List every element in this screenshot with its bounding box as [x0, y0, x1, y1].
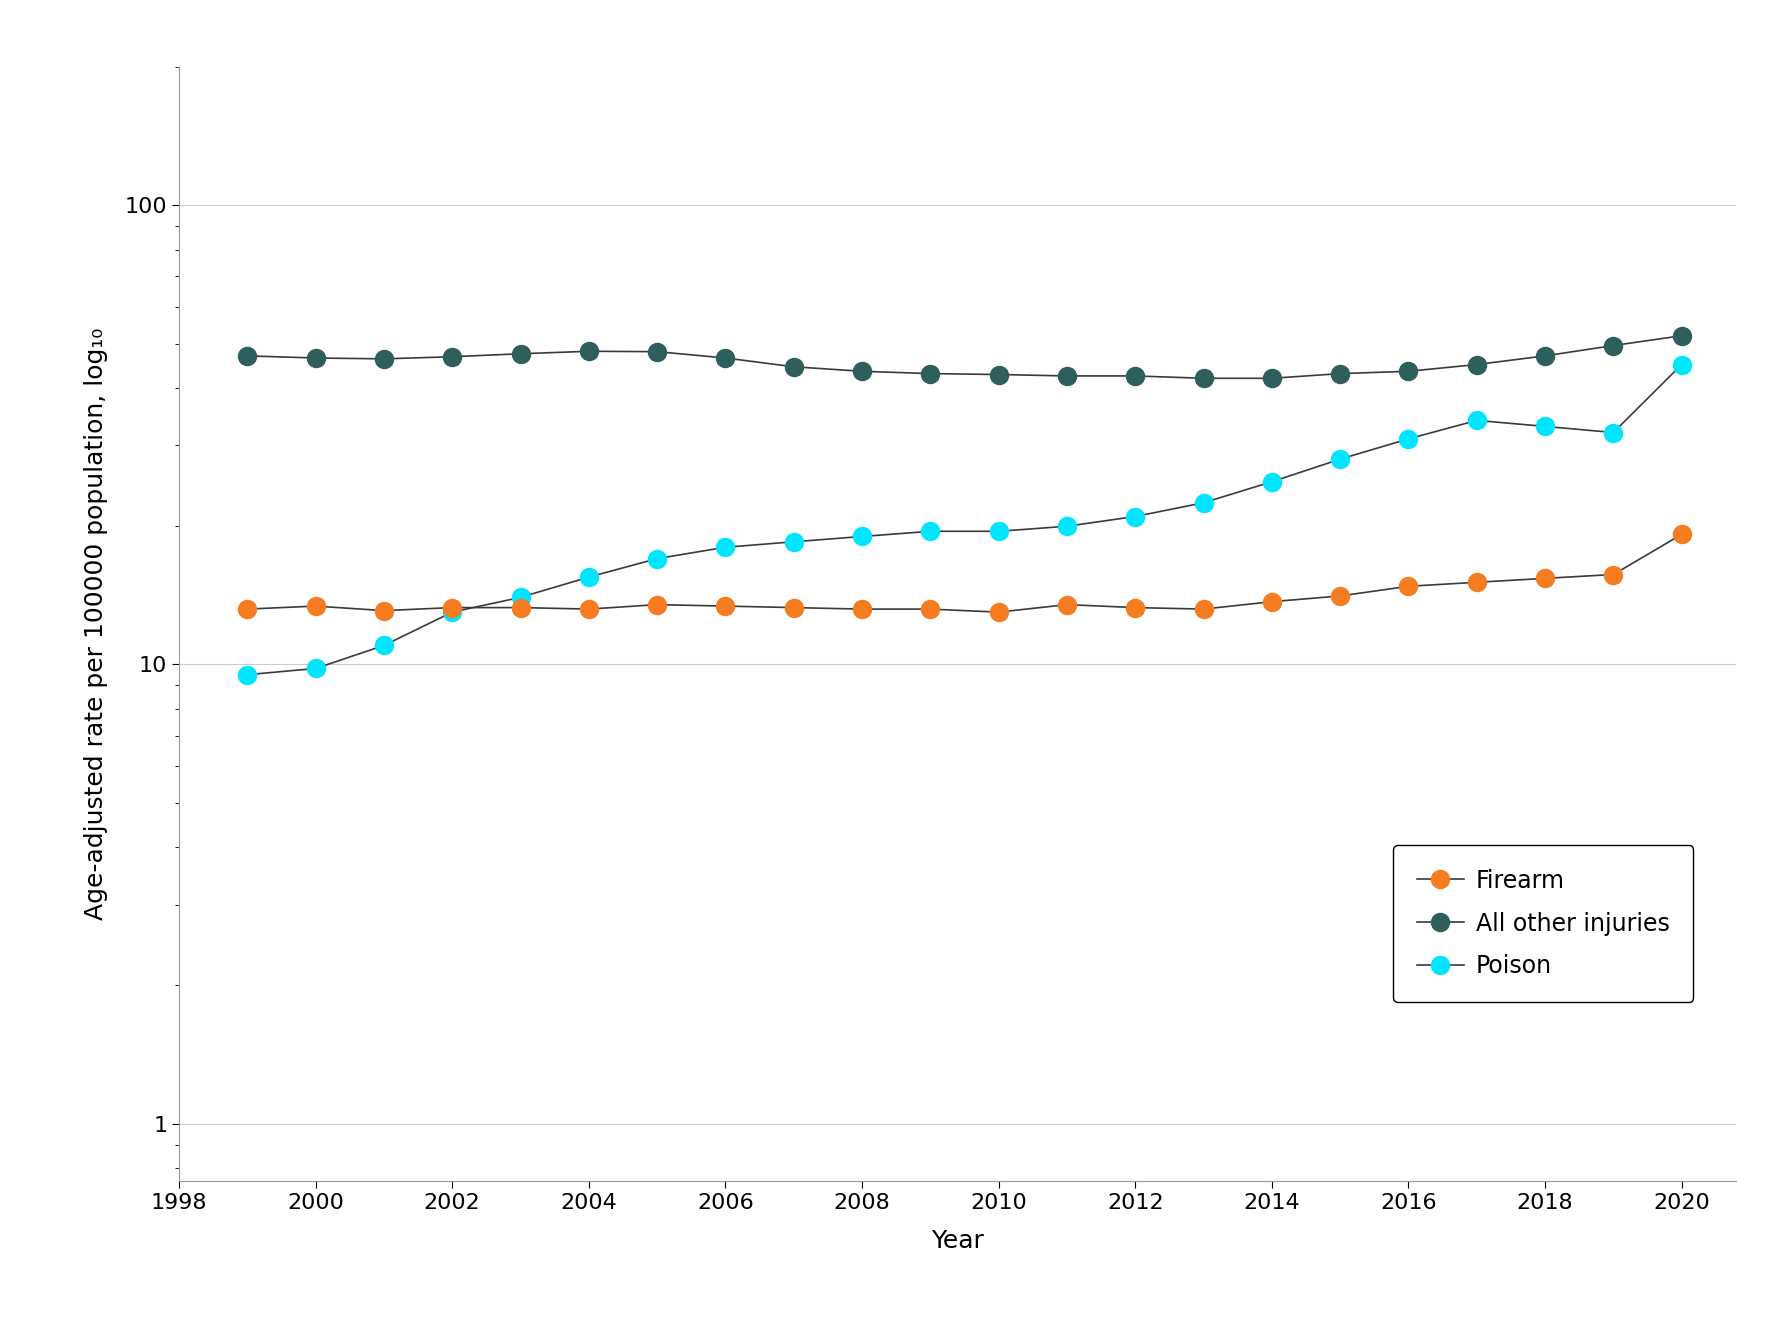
- Firearm: [1669, 526, 1691, 542]
- Poison: [920, 523, 941, 539]
- Line: All other injuries: All other injuries: [238, 326, 1691, 388]
- All other injuries: [578, 344, 599, 360]
- Poison: [1601, 424, 1623, 440]
- Firearm: [852, 601, 873, 617]
- Firearm: [1465, 574, 1487, 590]
- Poison: [1123, 509, 1145, 525]
- Firearm: [782, 600, 803, 616]
- Poison: [510, 589, 531, 605]
- All other injuries: [372, 350, 394, 366]
- Poison: [1191, 495, 1213, 511]
- Poison: [236, 667, 258, 683]
- Poison: [372, 637, 394, 654]
- Firearm: [646, 597, 667, 613]
- Line: Firearm: Firearm: [238, 525, 1691, 621]
- All other injuries: [1329, 365, 1351, 381]
- Poison: [852, 529, 873, 545]
- Firearm: [988, 604, 1009, 620]
- Poison: [1669, 357, 1691, 373]
- All other injuries: [1669, 327, 1691, 344]
- All other injuries: [510, 346, 531, 362]
- Poison: [1329, 451, 1351, 467]
- X-axis label: Year: Year: [930, 1229, 984, 1253]
- Firearm: [510, 600, 531, 616]
- Firearm: [1056, 597, 1077, 613]
- Firearm: [304, 599, 326, 615]
- Poison: [1465, 412, 1487, 428]
- Firearm: [1329, 588, 1351, 604]
- Poison: [1397, 431, 1419, 447]
- Poison: [578, 569, 599, 585]
- Firearm: [1601, 566, 1623, 582]
- Firearm: [920, 601, 941, 617]
- All other injuries: [714, 350, 735, 366]
- Firearm: [1261, 593, 1283, 609]
- Y-axis label: Age-adjusted rate per 100000 population, log₁₀: Age-adjusted rate per 100000 population,…: [84, 327, 107, 921]
- All other injuries: [304, 350, 326, 366]
- Poison: [1533, 419, 1555, 435]
- All other injuries: [1533, 348, 1555, 364]
- Firearm: [442, 600, 463, 616]
- Legend: Firearm, All other injuries, Poison: Firearm, All other injuries, Poison: [1392, 845, 1692, 1002]
- Poison: [442, 604, 463, 620]
- Firearm: [236, 601, 258, 617]
- All other injuries: [1601, 337, 1623, 353]
- Poison: [988, 523, 1009, 539]
- All other injuries: [1123, 368, 1145, 384]
- Poison: [646, 550, 667, 566]
- Line: Poison: Poison: [238, 356, 1691, 683]
- All other injuries: [1465, 357, 1487, 373]
- All other injuries: [852, 364, 873, 380]
- All other injuries: [920, 365, 941, 381]
- Firearm: [372, 603, 394, 619]
- Firearm: [1533, 570, 1555, 586]
- Poison: [304, 660, 326, 676]
- All other injuries: [1261, 370, 1283, 386]
- All other injuries: [782, 358, 803, 374]
- Firearm: [1191, 601, 1213, 617]
- Poison: [782, 534, 803, 550]
- Firearm: [714, 599, 735, 615]
- Firearm: [578, 601, 599, 617]
- Firearm: [1123, 600, 1145, 616]
- All other injuries: [1397, 364, 1419, 380]
- All other injuries: [1191, 370, 1213, 386]
- Poison: [1261, 474, 1283, 490]
- All other injuries: [236, 348, 258, 364]
- All other injuries: [442, 349, 463, 365]
- All other injuries: [1056, 368, 1077, 384]
- All other injuries: [646, 344, 667, 360]
- Poison: [714, 539, 735, 556]
- Firearm: [1397, 578, 1419, 595]
- All other injuries: [988, 366, 1009, 382]
- Poison: [1056, 518, 1077, 534]
